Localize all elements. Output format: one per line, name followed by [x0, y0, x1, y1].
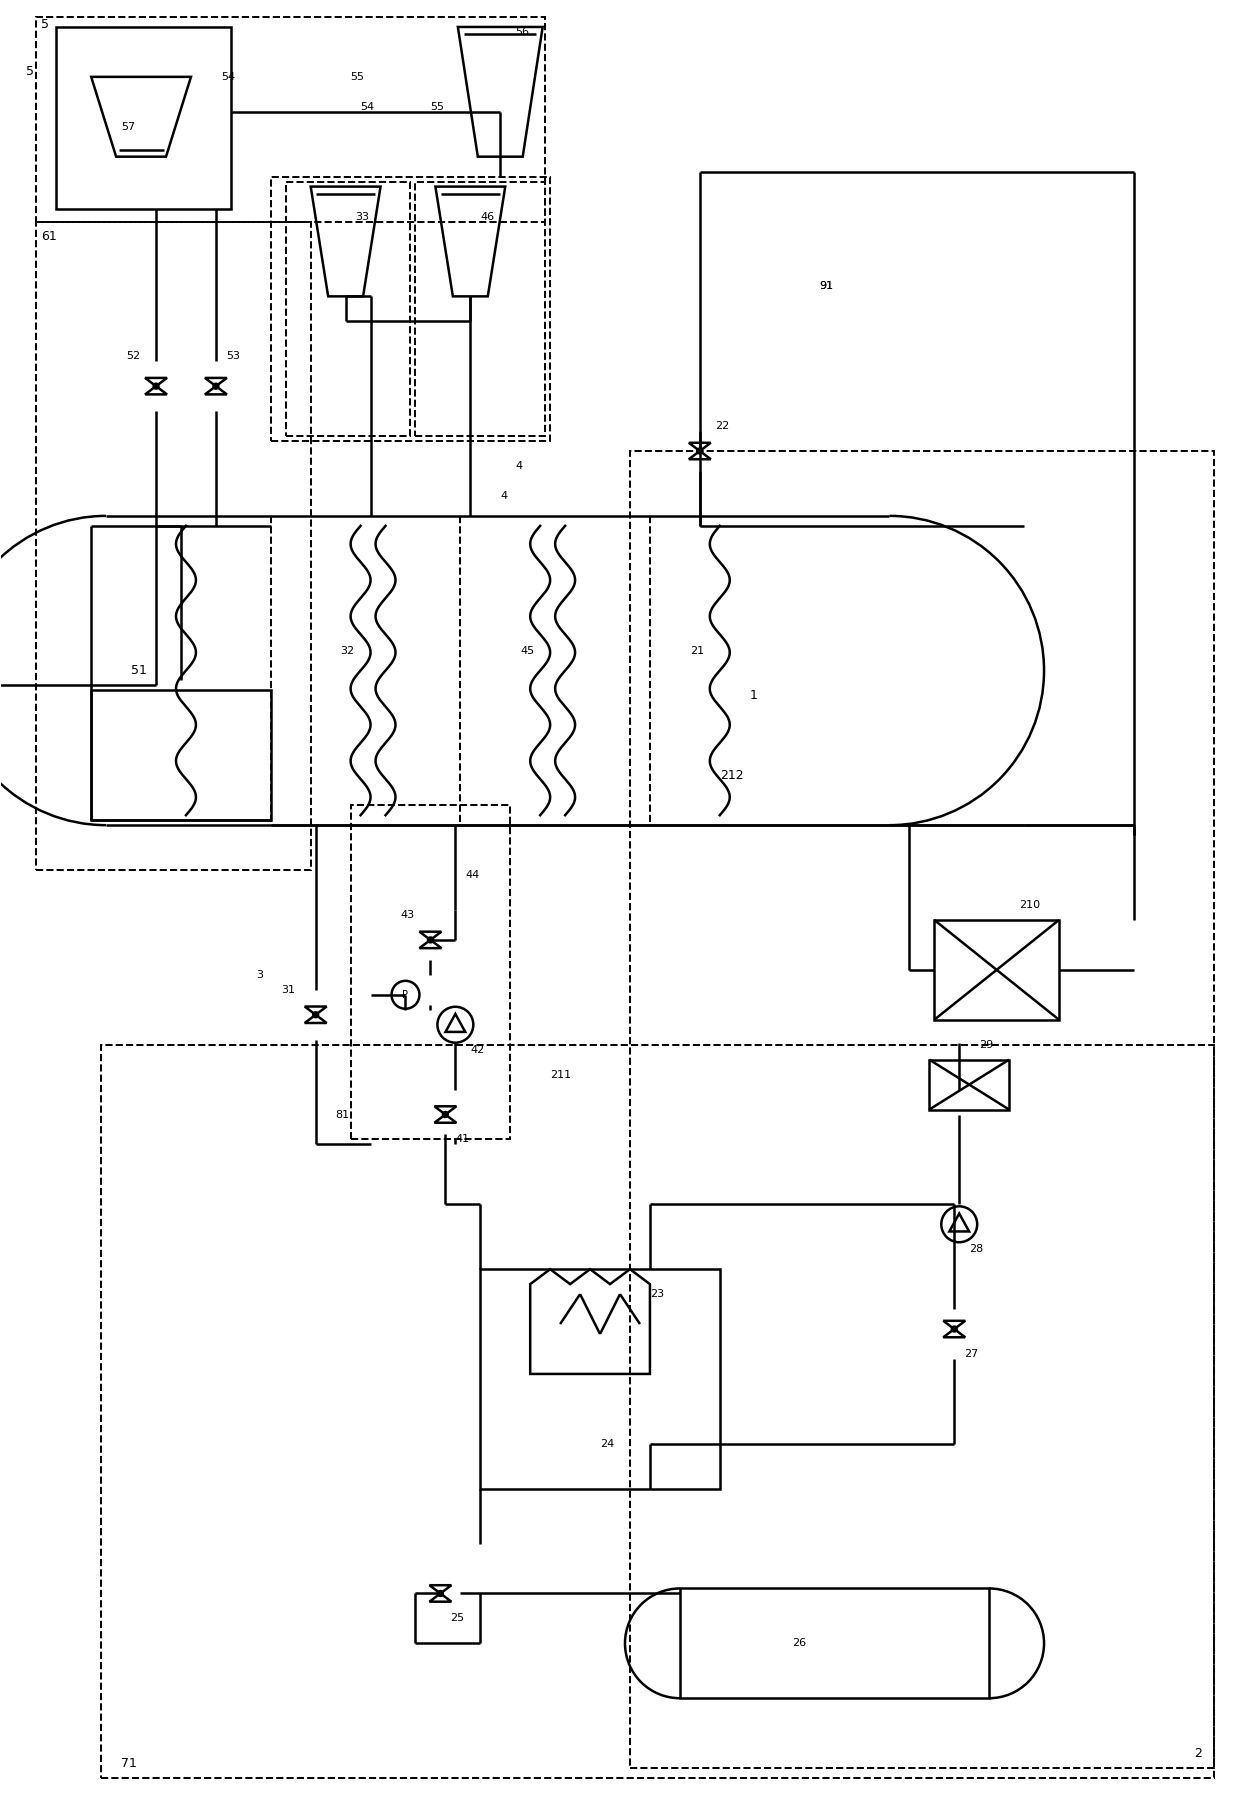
Text: 1: 1	[750, 690, 758, 702]
Polygon shape	[419, 931, 441, 940]
Polygon shape	[419, 940, 441, 948]
Text: 54: 54	[361, 101, 374, 112]
Circle shape	[428, 937, 433, 942]
Text: 21: 21	[689, 646, 704, 655]
Text: 91: 91	[820, 282, 833, 291]
Text: 211: 211	[551, 1070, 572, 1079]
Bar	[480, 1269, 719, 1489]
Text: 33: 33	[356, 211, 370, 222]
Text: 25: 25	[450, 1614, 465, 1623]
Circle shape	[392, 980, 419, 1009]
Text: 28: 28	[970, 1244, 983, 1254]
Polygon shape	[205, 377, 227, 386]
Text: 42: 42	[470, 1045, 485, 1054]
Circle shape	[438, 1590, 443, 1596]
Text: 55: 55	[351, 72, 365, 81]
Circle shape	[443, 1112, 448, 1117]
Text: 52: 52	[126, 352, 140, 361]
Circle shape	[697, 449, 702, 453]
Polygon shape	[205, 386, 227, 393]
Polygon shape	[145, 386, 167, 393]
Text: 61: 61	[41, 229, 57, 244]
Text: 5: 5	[41, 18, 50, 31]
Bar	[92, 691, 270, 819]
Text: 212: 212	[719, 769, 744, 782]
Polygon shape	[944, 1321, 965, 1328]
Text: P: P	[403, 989, 408, 1000]
Bar	[351, 805, 510, 1139]
Text: 22: 22	[714, 421, 729, 431]
Text: 41: 41	[455, 1135, 470, 1144]
Bar	[36, 16, 546, 222]
Bar	[415, 182, 546, 437]
Polygon shape	[145, 377, 167, 386]
Text: 54: 54	[221, 72, 236, 81]
Bar	[285, 182, 410, 437]
Text: 2: 2	[1194, 1747, 1202, 1760]
Circle shape	[154, 384, 159, 388]
Text: 55: 55	[430, 101, 444, 112]
Bar	[56, 27, 231, 209]
Text: 71: 71	[122, 1756, 136, 1769]
Text: 57: 57	[122, 121, 135, 132]
Polygon shape	[689, 442, 711, 451]
Polygon shape	[944, 1328, 965, 1338]
Text: 27: 27	[965, 1348, 978, 1359]
Bar	[934, 921, 1059, 1020]
Text: 29: 29	[980, 1040, 993, 1051]
Polygon shape	[305, 1007, 326, 1014]
Text: 4: 4	[500, 491, 507, 502]
Bar	[270, 177, 551, 440]
Circle shape	[941, 1206, 977, 1242]
Circle shape	[952, 1327, 957, 1332]
Text: 53: 53	[226, 352, 239, 361]
Bar	[36, 222, 311, 870]
Text: 24: 24	[600, 1439, 614, 1449]
Polygon shape	[429, 1594, 451, 1601]
Text: 56: 56	[516, 27, 529, 36]
Circle shape	[438, 1007, 474, 1043]
Text: 43: 43	[401, 910, 414, 921]
Text: 3: 3	[255, 969, 263, 980]
Text: 23: 23	[650, 1289, 665, 1300]
Circle shape	[314, 1013, 319, 1018]
Text: 51: 51	[131, 664, 148, 677]
Circle shape	[213, 384, 218, 388]
Text: 5: 5	[26, 65, 35, 78]
Text: 81: 81	[336, 1110, 350, 1119]
Text: 45: 45	[521, 646, 534, 655]
Text: 210: 210	[1019, 901, 1040, 910]
Text: 31: 31	[280, 986, 295, 995]
Text: 4: 4	[516, 460, 522, 471]
Text: 91: 91	[820, 282, 833, 291]
Text: 46: 46	[480, 211, 495, 222]
Text: 44: 44	[465, 870, 480, 881]
Bar	[680, 1588, 990, 1699]
Polygon shape	[689, 451, 711, 458]
Text: 26: 26	[792, 1639, 807, 1648]
Text: 32: 32	[341, 646, 355, 655]
Polygon shape	[434, 1114, 456, 1123]
Polygon shape	[305, 1014, 326, 1023]
Bar	[102, 1045, 1214, 1778]
Bar	[630, 451, 1214, 1769]
Polygon shape	[434, 1106, 456, 1114]
Polygon shape	[429, 1585, 451, 1594]
Bar	[929, 1060, 1009, 1110]
